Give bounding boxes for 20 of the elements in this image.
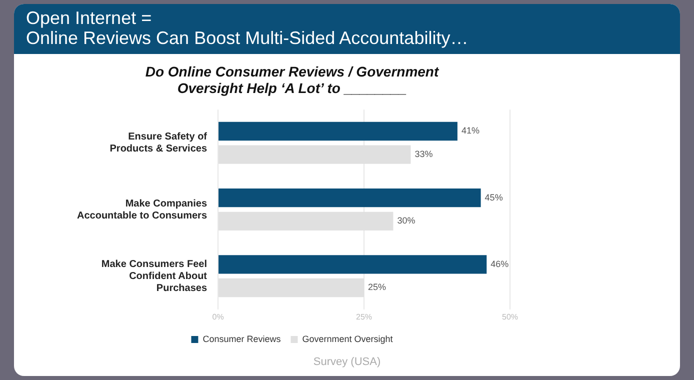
data-label: 41% bbox=[461, 126, 480, 136]
bar bbox=[218, 188, 481, 208]
data-label: 45% bbox=[484, 192, 503, 202]
chart-title: Open Internet = Online Reviews Can Boost Multi-Sided Accountability… bbox=[14, 4, 680, 54]
y-tick-label: Make Consumers Feel Confident About Purchases bbox=[101, 258, 208, 294]
x-tick-label: 50% bbox=[502, 312, 518, 322]
bar bbox=[218, 255, 487, 274]
data-label: 46% bbox=[490, 258, 509, 269]
legend-label: Consumer Reviews bbox=[202, 334, 282, 344]
x-tick-label: 0% bbox=[212, 312, 224, 322]
data-label: 25% bbox=[368, 282, 386, 292]
y-tick-label: Make Companies Accountable to Consumers bbox=[76, 198, 208, 222]
chart-subtitle: Do Online Consumer Reviews / Government Oversight Help ‘A Lot’ to ________ bbox=[145, 63, 440, 96]
data-label: 33% bbox=[414, 149, 433, 160]
y-tick-label: Ensure Safety of Products & Services bbox=[110, 132, 208, 155]
x-tick-label: 25% bbox=[356, 312, 372, 322]
text: Survey (USA) bbox=[312, 356, 382, 368]
data-label: 30% bbox=[397, 216, 416, 226]
bar bbox=[218, 122, 458, 141]
legend-label: Government Oversight bbox=[302, 334, 394, 344]
